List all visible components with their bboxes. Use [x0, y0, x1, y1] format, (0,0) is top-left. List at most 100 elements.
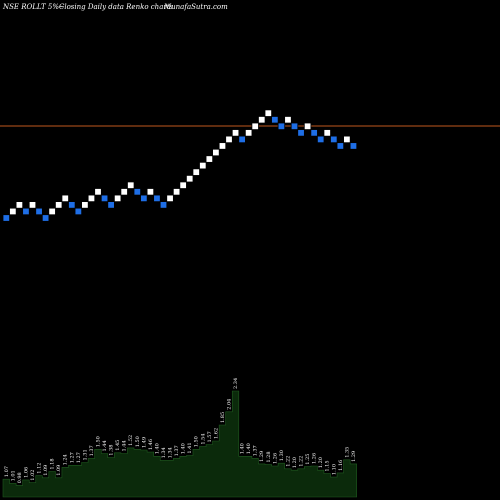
volume-label: 1.40 [154, 443, 160, 454]
renko-brick-up [61, 194, 69, 203]
volume-label: 2.04 [227, 399, 233, 410]
renko-brick-up [9, 207, 17, 216]
volume-label: 1.27 [76, 452, 82, 463]
renko-brick-up [179, 181, 187, 189]
site-name: MunafaSutra.com [164, 3, 228, 11]
renko-brick-down [22, 207, 30, 216]
volume-label: 1.18 [50, 458, 56, 469]
renko-brick-down [100, 194, 109, 203]
volume-label: 1.16 [338, 460, 344, 471]
renko-brick-up [258, 116, 266, 124]
volume-label: 2.34 [233, 378, 239, 389]
volume-label: 1.06 [23, 467, 29, 478]
volume-label: 1.28 [266, 451, 272, 462]
renko-brick-up [284, 116, 292, 124]
renko-brick-up [81, 201, 89, 209]
volume-label: 1.85 [220, 412, 226, 423]
volume-label: 1.50 [135, 436, 141, 447]
volume-label: 1.37 [253, 445, 259, 456]
renko-brick-down [153, 194, 161, 203]
volume-label: 1.40 [181, 443, 187, 454]
renko-brick-down [140, 194, 148, 203]
renko-brick-down [316, 135, 325, 144]
volume-label: 1.30 [279, 450, 285, 461]
renko-brick-down [238, 135, 246, 144]
volume-label: 1.12 [37, 463, 43, 474]
volume-label: 1.46 [148, 439, 154, 450]
volume-label: 1.20 [292, 457, 298, 468]
renko-brick-up [225, 135, 233, 144]
volume-label: 1.20 [318, 457, 324, 468]
renko-brick-up [212, 148, 220, 157]
renko-brick-down [35, 207, 43, 216]
volume-label: 1.07 [4, 466, 10, 477]
volume-label: 1.44 [122, 440, 128, 451]
renko-brick-down [290, 122, 299, 130]
renko-brick-down [41, 214, 50, 222]
volume-label: 1.22 [299, 456, 305, 467]
renko-brick-down [107, 201, 115, 209]
volume-label: 1.09 [56, 465, 62, 476]
renko-brick-up [231, 129, 240, 137]
renko-brick-down [336, 142, 345, 150]
volume-label: 1.10 [331, 464, 337, 475]
renko-brick-up [28, 201, 37, 209]
renko-brick-up [127, 181, 135, 189]
volume-label: 1.49 [141, 437, 147, 448]
volume-label: 1.50 [194, 436, 200, 447]
renko-brick-down [133, 188, 141, 196]
renko-brick-down [277, 122, 286, 130]
volume-label: 1.15 [325, 460, 331, 471]
volume-label: 1.34 [161, 447, 167, 458]
volume-label: 1.09 [43, 465, 49, 476]
renko-brick-up [244, 129, 253, 137]
volume-label: 0.98 [17, 472, 23, 483]
volume-label: 1.50 [96, 436, 102, 447]
volume-label: 1.45 [115, 440, 121, 451]
volume-label: 1.37 [89, 445, 95, 456]
volume-label: 1.52 [128, 435, 134, 446]
renko-brick-up [113, 194, 122, 203]
volume-label: 1.41 [187, 442, 193, 453]
renko-brick-up [55, 201, 63, 209]
chart-description: Closing Daily data Renko charts [59, 3, 174, 11]
renko-brick-down [74, 207, 83, 216]
volume-label: 1.24 [63, 454, 69, 465]
renko-brick-down [271, 116, 279, 124]
renko-brick-down [297, 129, 305, 137]
renko-brick-up [94, 188, 102, 196]
renko-brick-down [310, 129, 318, 137]
renko-brick-up [323, 129, 331, 137]
volume-label: 1.25 [305, 454, 311, 465]
volume-label: 1.22 [285, 456, 291, 467]
chart-symbol: NSE ROLLT 5%~ [3, 3, 65, 11]
volume-label: 1.27 [69, 452, 75, 463]
renko-brick-up [185, 174, 194, 183]
renko-brick-up [146, 188, 155, 196]
volume-label: 1.34 [168, 447, 174, 458]
renko-bricks [2, 109, 358, 222]
volume-label: 1.31 [82, 449, 88, 460]
volume-label: 1.62 [213, 428, 219, 439]
volume-label: 1.29 [259, 451, 265, 462]
volume-label: 1.44 [102, 440, 108, 451]
renko-brick-up [205, 155, 214, 163]
volume-label: 1.38 [109, 445, 115, 456]
volume-panel: 1.07 1.01 0.98 1.06 1.021.12 1.091.181.091.24… [2, 378, 357, 498]
renko-brick-up [343, 135, 351, 144]
renko-brick-up [303, 122, 312, 130]
renko-brick-down [330, 135, 338, 144]
renko-brick-up [251, 122, 259, 130]
renko-brick-down [159, 201, 168, 209]
volume-area [2, 390, 357, 498]
volume-label: 1.57 [207, 431, 213, 442]
volume-label: 1.40 [240, 443, 246, 454]
volume-label: 1.54 [200, 433, 206, 444]
volume-label: 1.40 [246, 443, 252, 454]
renko-brick-up [172, 188, 181, 196]
renko-brick-up [48, 207, 56, 216]
volume-label: 1.26 [312, 453, 318, 464]
renko-brick-down [349, 142, 358, 150]
renko-brick-up [166, 194, 174, 203]
